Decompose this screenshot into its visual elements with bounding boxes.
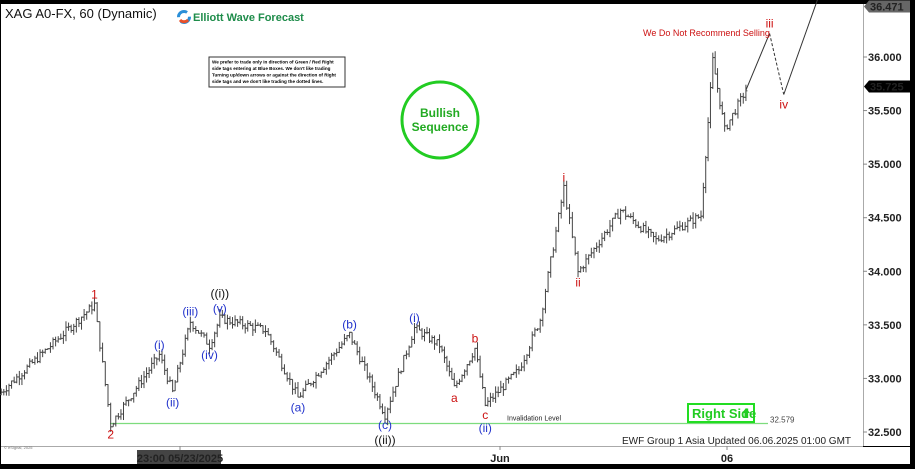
wave-label: b bbox=[472, 331, 479, 345]
updated-note: EWF Group 1 Asia Updated 06.06.2025 01:0… bbox=[622, 436, 851, 447]
symbol-title: XAG A0-FX, 60 (Dynamic) bbox=[5, 6, 157, 21]
ohlc-bar bbox=[570, 211, 574, 239]
arrow-up-icon bbox=[742, 408, 750, 418]
right-side-tag: Right Side bbox=[687, 403, 756, 423]
disclaimer-line: Turning up/down arrows or against the di… bbox=[212, 73, 336, 78]
y-tick-label: 33.000 bbox=[868, 373, 902, 385]
copyright: © eSignal, 2025 bbox=[4, 445, 33, 450]
wave-label: c bbox=[482, 408, 488, 422]
bullish-line2: Sequence bbox=[412, 120, 469, 134]
wave-label: (v) bbox=[213, 301, 227, 315]
bullish-sequence-badge: Bullish Sequence bbox=[400, 80, 480, 160]
wave-labels: 1 2 (i) (ii) (iii) (iv) (v)((i)) (a) (b) (c)((ii)… bbox=[91, 16, 788, 446]
wave-label: 2 bbox=[107, 427, 114, 441]
wave-label: ((ii)) bbox=[374, 433, 395, 447]
right-side-label: Right Side bbox=[692, 406, 756, 421]
wave-label: (b) bbox=[342, 317, 357, 331]
wave-label: (iii) bbox=[182, 305, 198, 319]
ohlc-bar bbox=[568, 203, 572, 225]
y-axis-ticks: 36.000 35.500 35.000 34.500 34.000 33.500 33.0… bbox=[863, 52, 902, 439]
wave-label: ((i)) bbox=[210, 286, 229, 300]
wave-label: (ii) bbox=[166, 395, 179, 409]
ohlc-bar bbox=[744, 84, 748, 102]
wave-label: (c) bbox=[378, 418, 392, 432]
high-price-tag-bg bbox=[864, 0, 910, 13]
x-axis-ticks: 23:00 05/23/2025 Jun 06 bbox=[137, 446, 733, 465]
invalidation-value: 32.579 bbox=[770, 416, 795, 425]
y-tick-label: 33.500 bbox=[868, 320, 902, 332]
x-tick-label: Jun bbox=[490, 453, 510, 465]
wave-label: (iv) bbox=[201, 348, 218, 362]
not-recommend-selling: We Do Not Recommend Selling bbox=[643, 28, 770, 38]
disclaimer-line: We prefer to trade only in direction of … bbox=[212, 60, 334, 65]
time-axis[interactable] bbox=[1, 447, 910, 464]
projection-segment bbox=[783, 0, 818, 95]
y-tick-label: 36.000 bbox=[868, 52, 902, 64]
price-tags: 36.471 35.725 bbox=[864, 0, 910, 93]
projection-segment bbox=[769, 33, 785, 95]
last-price-tag-bg bbox=[864, 80, 910, 93]
logo-arrow-icon bbox=[178, 18, 190, 24]
brand-logo: Elliott Wave Forecast bbox=[177, 10, 304, 24]
x-tick-label: 06 bbox=[721, 453, 733, 465]
brand-name: Elliott Wave Forecast bbox=[193, 12, 304, 24]
y-tick-label: 34.000 bbox=[868, 266, 902, 278]
projection-path bbox=[745, 0, 818, 95]
ohlc-bar bbox=[573, 236, 577, 256]
y-tick-label: 35.000 bbox=[868, 159, 902, 171]
high-price-tag: 36.471 bbox=[870, 2, 904, 14]
wave-label: (i) bbox=[409, 311, 420, 325]
price-axis[interactable] bbox=[864, 4, 910, 446]
x-tick-label: 23:00 05/23/2025 bbox=[137, 453, 223, 465]
disclaimer-line: side tags entering at Blue Boxes. We don… bbox=[212, 66, 331, 71]
invalidation-label: Invalidation Level bbox=[507, 416, 562, 423]
projection-segment bbox=[745, 33, 771, 91]
y-tick-label: 35.500 bbox=[868, 106, 902, 118]
wave-label: (ii) bbox=[479, 421, 492, 435]
wave-label: iv bbox=[779, 97, 788, 111]
y-tick-label: 32.500 bbox=[868, 427, 902, 439]
disclaimer-line: side tags and we don't like trading the … bbox=[212, 79, 323, 84]
wave-label: i bbox=[563, 171, 566, 185]
last-price-tag: 35.725 bbox=[870, 81, 904, 93]
ohlc-bar bbox=[562, 180, 566, 207]
y-tick-label: 34.500 bbox=[868, 213, 902, 225]
x-cursor-label-bg bbox=[137, 450, 221, 464]
wave-label: (i) bbox=[154, 338, 165, 352]
wave-label: ii bbox=[575, 275, 580, 289]
wave-label: a bbox=[451, 391, 458, 405]
disclaimer-box: We prefer to trade only in direction of … bbox=[208, 56, 346, 88]
bullish-line1: Bullish bbox=[420, 106, 460, 120]
wave-label: 1 bbox=[91, 287, 98, 301]
ohlc-bar bbox=[565, 180, 569, 210]
price-bars bbox=[0, 51, 748, 432]
plot-area[interactable] bbox=[1, 4, 863, 446]
wave-label: (a) bbox=[291, 401, 306, 415]
wave-label: iii bbox=[766, 16, 774, 30]
